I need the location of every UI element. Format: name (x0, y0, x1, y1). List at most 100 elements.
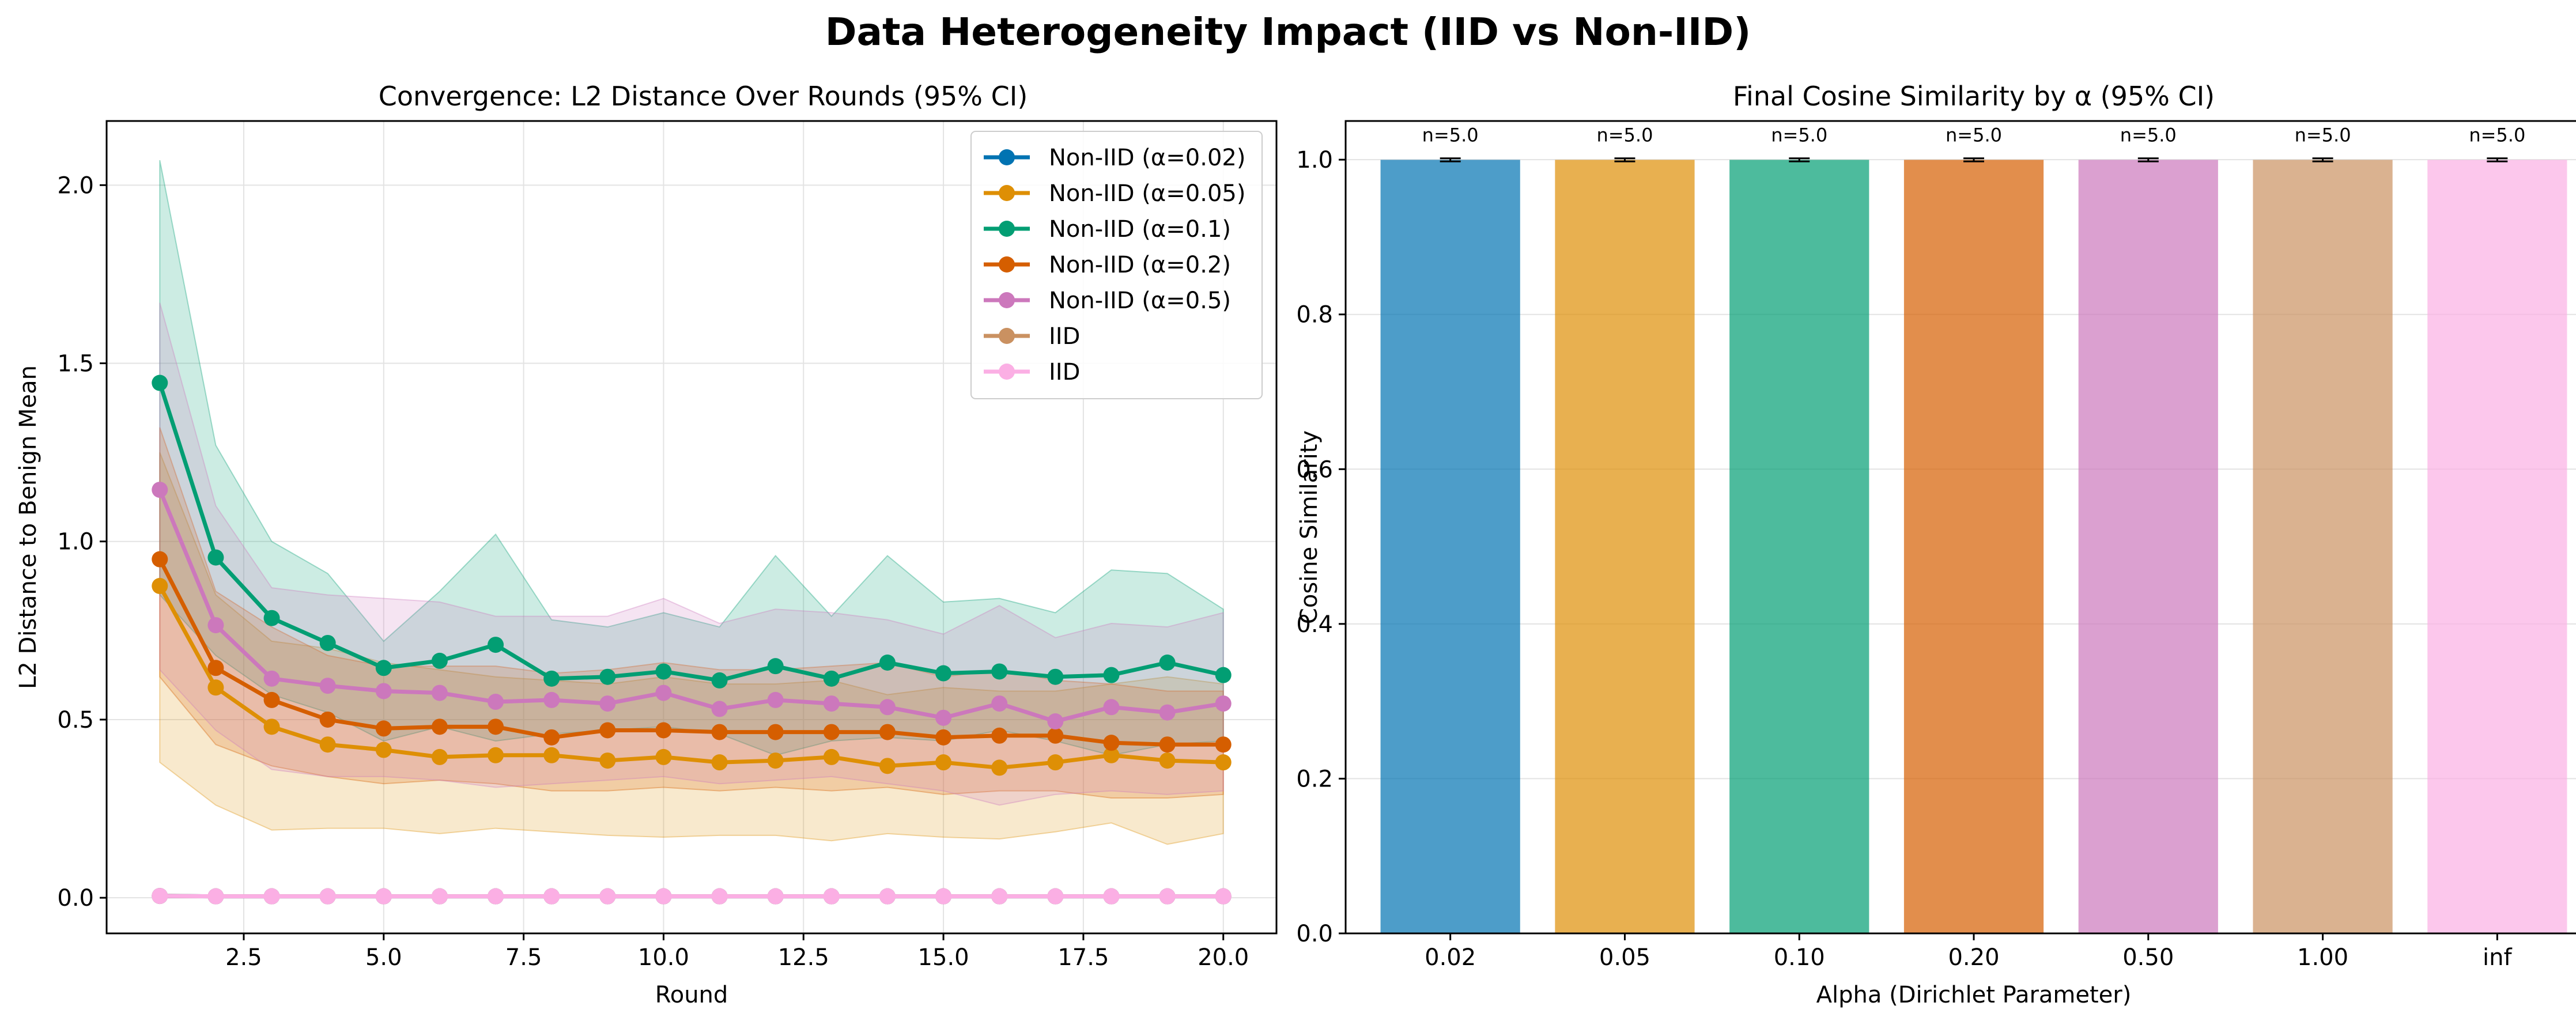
left-chart-title: Convergence: L2 Distance Over Rounds (95… (379, 81, 1028, 112)
bar-alpha-0.02 (1380, 160, 1520, 934)
left-plot-frame (105, 120, 1278, 935)
right-x-tick-label: 0.20 (1948, 944, 1999, 971)
point-series-3 (207, 549, 224, 566)
point-series-4 (991, 727, 1008, 744)
point-series-3 (599, 668, 616, 685)
point-series-2 (488, 747, 504, 763)
point-series-2 (599, 752, 616, 769)
right-x-tick-label: 0.05 (1599, 944, 1650, 971)
legend-swatch-marker (999, 221, 1015, 237)
point-series-5 (319, 678, 336, 694)
point-series-7 (599, 888, 616, 905)
point-series-2 (1159, 752, 1176, 769)
point-series-3 (879, 655, 896, 671)
point-series-3 (263, 610, 280, 626)
point-series-5 (711, 701, 728, 717)
point-series-2 (375, 742, 392, 758)
point-series-2 (935, 754, 952, 771)
bar-annotation: n=5.0 (2120, 124, 2177, 146)
point-series-4 (767, 724, 784, 740)
point-series-4 (319, 711, 336, 728)
point-series-2 (823, 748, 840, 765)
point-series-4 (152, 551, 168, 568)
right-y-tick-label: 0.4 (1296, 611, 1333, 638)
point-series-4 (207, 660, 224, 676)
bar-annotation: n=5.0 (1422, 124, 1479, 146)
point-series-2 (207, 679, 224, 696)
point-series-5 (207, 617, 224, 634)
right-x-tick-label: 0.02 (1425, 944, 1476, 971)
point-series-4 (375, 720, 392, 737)
legend-swatch-marker (999, 185, 1015, 201)
right-chart-title: Final Cosine Similarity by α (95% CI) (1733, 81, 2215, 112)
point-series-2 (767, 752, 784, 769)
point-series-3 (319, 634, 336, 651)
point-series-2 (319, 736, 336, 753)
point-series-7 (431, 888, 448, 905)
bar-alpha-0.10 (1729, 160, 1869, 934)
bar-alpha-0.05 (1555, 160, 1695, 934)
cosine-similarity-bar-chart: Final Cosine Similarity by α (95% CI) n=… (1296, 81, 2576, 1008)
left-legend: Non-IID (α=0.02) Non-IID (α=0.05) Non-IID … (970, 131, 1263, 399)
legend-label: Non-IID (α=0.02) (1049, 145, 1245, 171)
point-series-4 (711, 724, 728, 740)
right-y-tick-label: 0.6 (1296, 456, 1333, 483)
right-axis-ticks: 0.0 0.2 0.4 0.6 0.8 1.0 0.02 0.05 0.10 0.20 0.50 1.… (1296, 147, 2512, 971)
left-x-tick-label: 15.0 (918, 944, 969, 971)
left-y-axis-label: L2 Distance to Benign Mean (15, 365, 41, 689)
ci-band-series-4 (159, 427, 1224, 799)
right-x-tick-label: 0.50 (2122, 944, 2174, 971)
point-series-5 (431, 684, 448, 701)
left-x-tick-label: 2.5 (225, 944, 262, 971)
point-series-5 (152, 482, 168, 498)
point-series-3 (1103, 667, 1120, 683)
point-series-4 (431, 718, 448, 735)
point-series-2 (711, 754, 728, 771)
right-x-tick-label: 1.00 (2297, 944, 2348, 971)
ci-band-series-2 (159, 452, 1224, 845)
bar-alpha-1.00 (2253, 160, 2393, 934)
right-y-tick-label: 0.0 (1296, 921, 1333, 947)
point-series-4 (655, 722, 672, 739)
point-series-7 (488, 888, 504, 905)
point-series-3 (1047, 668, 1064, 685)
point-series-5 (655, 684, 672, 701)
line-series-4 (158, 558, 1223, 747)
point-series-3 (488, 637, 504, 653)
point-series-7 (767, 888, 784, 905)
right-x-tick-label: 0.10 (1774, 944, 1825, 971)
point-series-3 (152, 375, 168, 391)
left-y-tick-label: 2.0 (57, 172, 94, 199)
point-series-2 (263, 718, 280, 735)
point-series-7 (1215, 888, 1232, 905)
left-x-tick-label: 20.0 (1198, 944, 1249, 971)
right-y-axis-label: Cosine Similarity (1296, 430, 1323, 624)
point-series-5 (1103, 699, 1120, 716)
legend-label: IID (1049, 359, 1080, 385)
point-series-4 (1103, 735, 1120, 751)
left-x-tick-label: 12.5 (778, 944, 829, 971)
point-series-5 (1159, 704, 1176, 721)
bar-alpha-inf (2427, 160, 2567, 934)
line-series-7 (160, 894, 1223, 899)
right-bars: n=5.0 n=5.0 n=5.0 n=5.0 n=5.0 n=5.0 n=5.0 (1380, 124, 2567, 934)
point-series-5 (599, 695, 616, 712)
point-series-5 (935, 709, 952, 726)
line-series-2 (158, 585, 1223, 770)
point-series-5 (1047, 713, 1064, 730)
bar-annotation: n=5.0 (2295, 124, 2351, 146)
point-series-7 (1159, 888, 1176, 905)
left-x-tick-label: 7.5 (505, 944, 542, 971)
point-series-3 (431, 652, 448, 669)
legend-box (970, 131, 1263, 399)
point-series-3 (543, 670, 560, 687)
point-series-5 (767, 691, 784, 708)
point-series-2 (879, 758, 896, 774)
right-y-tick-label: 0.8 (1296, 302, 1333, 328)
left-y-tick-label: 1.5 (57, 351, 94, 377)
legend-label: Non-IID (α=0.05) (1049, 180, 1245, 207)
point-series-4 (1159, 736, 1176, 753)
point-series-2 (543, 747, 560, 763)
point-series-7 (1047, 888, 1064, 905)
point-series-3 (1215, 667, 1232, 683)
